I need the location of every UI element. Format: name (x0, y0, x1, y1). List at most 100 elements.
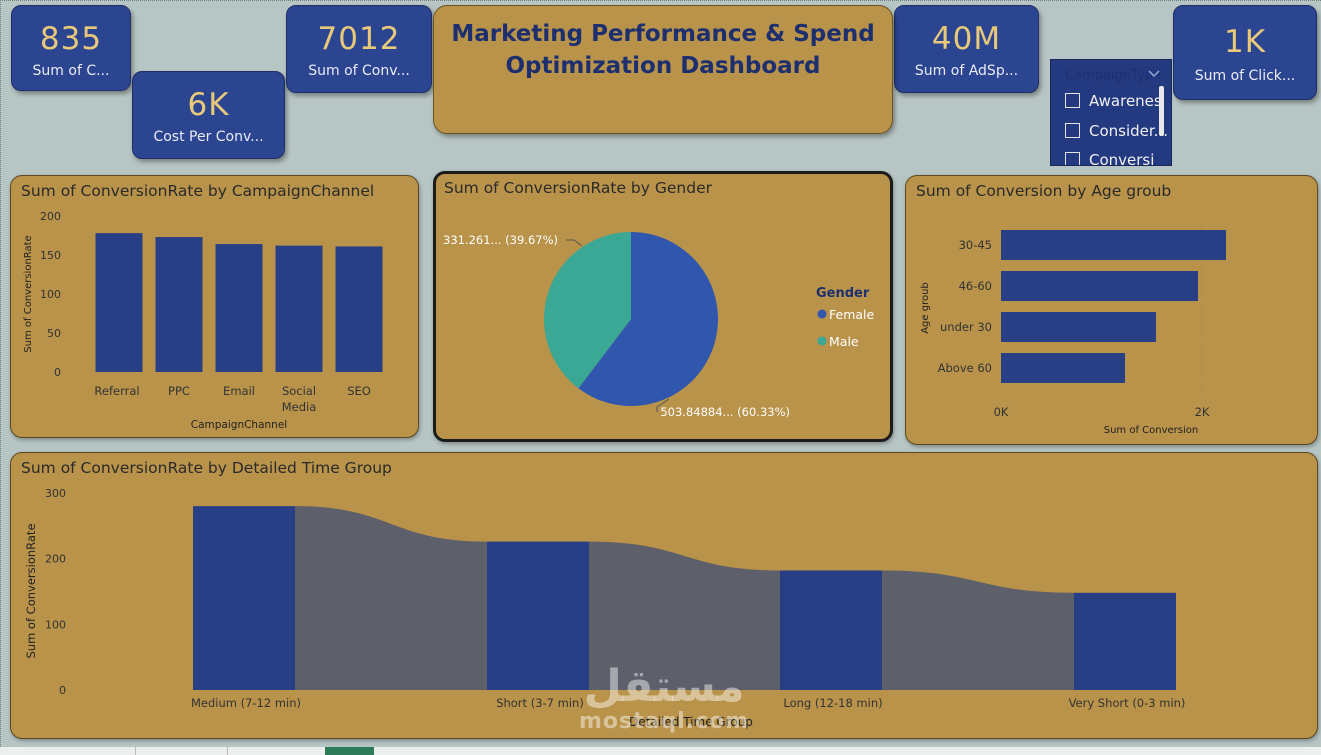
checkbox-icon[interactable] (1065, 93, 1080, 108)
watermark-logo: مستقل mostaql.com (579, 665, 749, 733)
kpi-card-conversions[interactable]: 7012 Sum of Conv... (286, 5, 432, 93)
y-axis-label: Sum of ConversionRate (23, 235, 34, 352)
bar-above-60 (1001, 353, 1125, 383)
legend-label: Female (829, 307, 875, 322)
ribbon-connector (589, 541, 780, 690)
pie-slice-male (544, 232, 631, 389)
x-tick-label: PPC (168, 384, 190, 398)
x-tick-label: Referral (94, 384, 139, 398)
bar-referral (95, 233, 143, 372)
campaign-type-slicer[interactable]: CampaignType Awarenes Consider... Conver… (1050, 59, 1172, 166)
x-axis-label: Detailed Time Group (629, 715, 753, 729)
x-tick-label: Short (3-7 min) (496, 696, 584, 710)
y-axis-label: Age groub (920, 282, 931, 334)
pie-slice-female (578, 232, 718, 406)
y-tick-label: 0 (59, 684, 66, 697)
legend-title: Gender (816, 286, 870, 301)
bar-30-45 (1001, 230, 1226, 260)
time-group-chart-panel[interactable]: Sum of ConversionRate by Detailed Time G… (10, 452, 1318, 739)
slicer-item-label: Conversi (1089, 151, 1155, 166)
kpi-card-campaigns[interactable]: 835 Sum of C... (11, 5, 131, 91)
kpi-label: Sum of AdSp... (914, 63, 1019, 79)
y-tick-label: 200 (45, 553, 66, 566)
dashboard-title-box: Marketing Performance & Spend Optimizati… (433, 5, 893, 134)
legend-marker-female (817, 309, 827, 319)
slicer-item-consideration[interactable]: Consider... (1065, 122, 1168, 140)
chart-title: Sum of ConversionRate by Detailed Time G… (21, 459, 392, 477)
page-tabs-bar (0, 747, 1321, 755)
leader-line (656, 398, 670, 412)
ribbon-connector (295, 506, 487, 690)
data-label-male: 331.261... (39.67%) (443, 233, 558, 247)
slicer-item-label: Consider... (1089, 122, 1168, 140)
chevron-down-icon[interactable] (1147, 66, 1161, 80)
y-tick-label: 150 (40, 249, 61, 262)
kpi-card-clicks[interactable]: 1K Sum of Click... (1173, 5, 1317, 100)
x-tick-label: Very Short (0-3 min) (1069, 696, 1186, 710)
leader-line (566, 239, 583, 247)
kpi-value: 835 (39, 21, 103, 57)
bar-46-60 (1001, 271, 1198, 301)
chart-title: Sum of ConversionRate by Gender (444, 179, 712, 197)
x-tick-label: 2K (1195, 405, 1210, 419)
channel-chart-panel[interactable]: Sum of ConversionRate by CampaignChannel… (10, 175, 419, 438)
x-tick-label: Long (12-18 min) (783, 696, 882, 710)
y-tick-label: 300 (45, 487, 66, 500)
dashboard-title-line2: Optimization Dashboard (505, 53, 821, 79)
kpi-label: Sum of Click... (1194, 68, 1296, 84)
legend-label: Male (829, 334, 859, 349)
y-tick-label: under 30 (940, 320, 992, 334)
bar-under-30 (1001, 312, 1156, 342)
y-tick-label: 0 (54, 366, 61, 379)
slicer-item-label: Awarenes (1089, 92, 1162, 110)
kpi-card-cost-per-conversion[interactable]: 6K Cost Per Conv... (132, 71, 285, 159)
data-label-female: 503.84884... (60.33%) (660, 405, 790, 419)
slicer-item-awareness[interactable]: Awarenes (1065, 92, 1162, 110)
bar-email (215, 244, 263, 372)
x-tick-label: Media (282, 400, 317, 414)
y-tick-label: 100 (45, 618, 66, 631)
page-tab[interactable] (135, 747, 228, 755)
x-tick-label: Medium (7-12 min) (191, 696, 301, 710)
watermark-arabic: مستقل (583, 661, 745, 712)
bar-medium (193, 506, 295, 690)
y-tick-label: 50 (47, 327, 61, 340)
x-tick-label: SEO (347, 384, 371, 398)
kpi-label: Sum of Conv... (308, 63, 410, 79)
dashboard-title-line1: Marketing Performance & Spend (451, 21, 875, 47)
kpi-value: 7012 (317, 21, 401, 57)
gender-chart-panel[interactable]: Sum of ConversionRate by Gender 503.8488… (433, 171, 893, 442)
y-tick-label: 46-60 (959, 279, 992, 293)
kpi-label: Sum of C... (32, 63, 110, 79)
checkbox-icon[interactable] (1065, 123, 1080, 138)
age-chart-panel[interactable]: Sum of Conversion by Age groub 30-45 46-6… (905, 175, 1318, 445)
time-group-ribbon-chart: 0 100 200 300 Medium (7-12 min) Short (3-7 mi… (24, 487, 1186, 729)
bar-short (487, 541, 589, 690)
x-tick-label: 0K (994, 405, 1009, 419)
x-axis-label: CampaignChannel (191, 419, 287, 431)
x-tick-label: Social (282, 384, 316, 398)
x-axis-label: Sum of Conversion (1104, 425, 1199, 436)
bar-social-media (275, 245, 323, 372)
channel-bar-chart: 0 50 100 150 200 Referral PPC Email Social Media S… (23, 210, 383, 431)
slicer-header: CampaignType (1065, 68, 1161, 83)
chart-title: Sum of Conversion by Age groub (916, 182, 1172, 200)
kpi-card-ad-spend[interactable]: 40M Sum of AdSp... (894, 5, 1039, 93)
bar-long (780, 570, 882, 690)
watermark-url: mostaql.com (579, 709, 750, 734)
slicer-scrollbar[interactable] (1159, 86, 1164, 136)
checkbox-icon[interactable] (1065, 152, 1080, 165)
page-tab-active[interactable] (325, 747, 374, 755)
kpi-label: Cost Per Conv... (153, 129, 264, 145)
y-tick-label: 200 (40, 210, 61, 223)
chart-title: Sum of ConversionRate by CampaignChannel (21, 182, 375, 200)
legend-marker-male (817, 336, 827, 346)
ribbon-connector (882, 570, 1074, 690)
y-axis-label: Sum of ConversionRate (24, 523, 38, 658)
bar-ppc (155, 237, 203, 372)
age-bar-chart: 30-45 46-60 under 30 Above 60 0K 2K Sum of Con… (920, 224, 1226, 436)
gender-pie-chart: 503.84884... (60.33%) 331.261... (39.67%)… (443, 232, 875, 419)
kpi-value: 6K (187, 87, 230, 123)
slicer-item-conversion[interactable]: Conversi (1065, 151, 1155, 166)
